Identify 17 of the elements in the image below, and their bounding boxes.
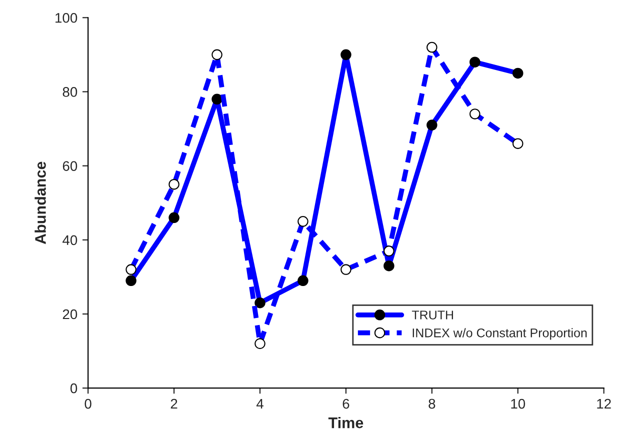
x-tick-label: 4 [256,399,264,409]
legend-label: TRUTH [412,310,453,320]
y-tick-label: 40 [62,235,78,246]
x-tick-label: 6 [342,398,350,409]
y-axis-title: Abundance [34,162,46,244]
y-tick-label: 100 [56,12,78,23]
x-tick-label: 0 [84,398,92,409]
y-tick-label: 60 [62,161,78,171]
y-tick-label: 0 [70,383,78,394]
y-tick-label: 80 [62,87,78,97]
x-tick-label: 8 [428,398,436,409]
y-tick-label: 20 [62,309,78,320]
x-tick-label: 2 [170,398,178,409]
x-axis-title: Time [328,417,364,428]
x-tick-label: 10 [511,398,526,409]
x-tick-label: 12 [597,398,611,409]
legend-label: INDEX w/o Constant Proportion [412,328,587,340]
